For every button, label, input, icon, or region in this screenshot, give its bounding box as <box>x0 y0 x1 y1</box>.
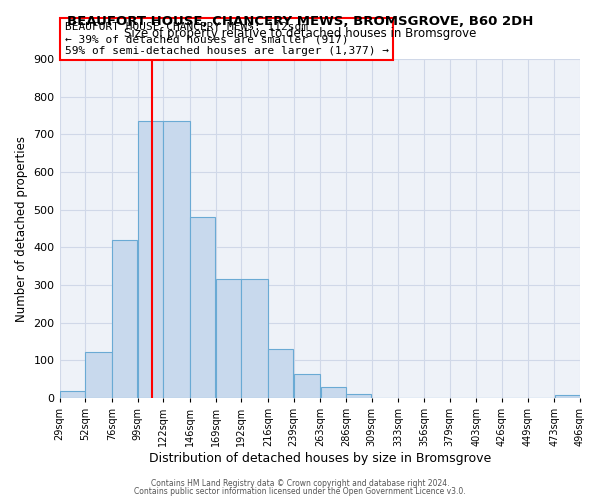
Bar <box>554 395 580 398</box>
Bar <box>346 394 371 398</box>
Bar <box>216 280 241 398</box>
Bar <box>60 390 85 398</box>
Bar <box>138 121 163 398</box>
Text: Size of property relative to detached houses in Bromsgrove: Size of property relative to detached ho… <box>124 28 476 40</box>
X-axis label: Distribution of detached houses by size in Bromsgrove: Distribution of detached houses by size … <box>149 452 491 465</box>
Bar <box>163 121 190 398</box>
Bar <box>320 386 346 398</box>
Bar <box>85 352 112 398</box>
Bar <box>294 374 320 398</box>
Bar <box>241 280 268 398</box>
Text: Contains public sector information licensed under the Open Government Licence v3: Contains public sector information licen… <box>134 487 466 496</box>
Bar <box>268 349 293 398</box>
Text: BEAUFORT HOUSE CHANCERY MEWS: 112sqm
← 39% of detached houses are smaller (917)
: BEAUFORT HOUSE CHANCERY MEWS: 112sqm ← 3… <box>65 22 389 56</box>
Bar <box>112 240 137 398</box>
Y-axis label: Number of detached properties: Number of detached properties <box>15 136 28 322</box>
Text: Contains HM Land Registry data © Crown copyright and database right 2024.: Contains HM Land Registry data © Crown c… <box>151 478 449 488</box>
Bar <box>190 217 215 398</box>
Text: BEAUFORT HOUSE, CHANCERY MEWS, BROMSGROVE, B60 2DH: BEAUFORT HOUSE, CHANCERY MEWS, BROMSGROV… <box>67 15 533 28</box>
